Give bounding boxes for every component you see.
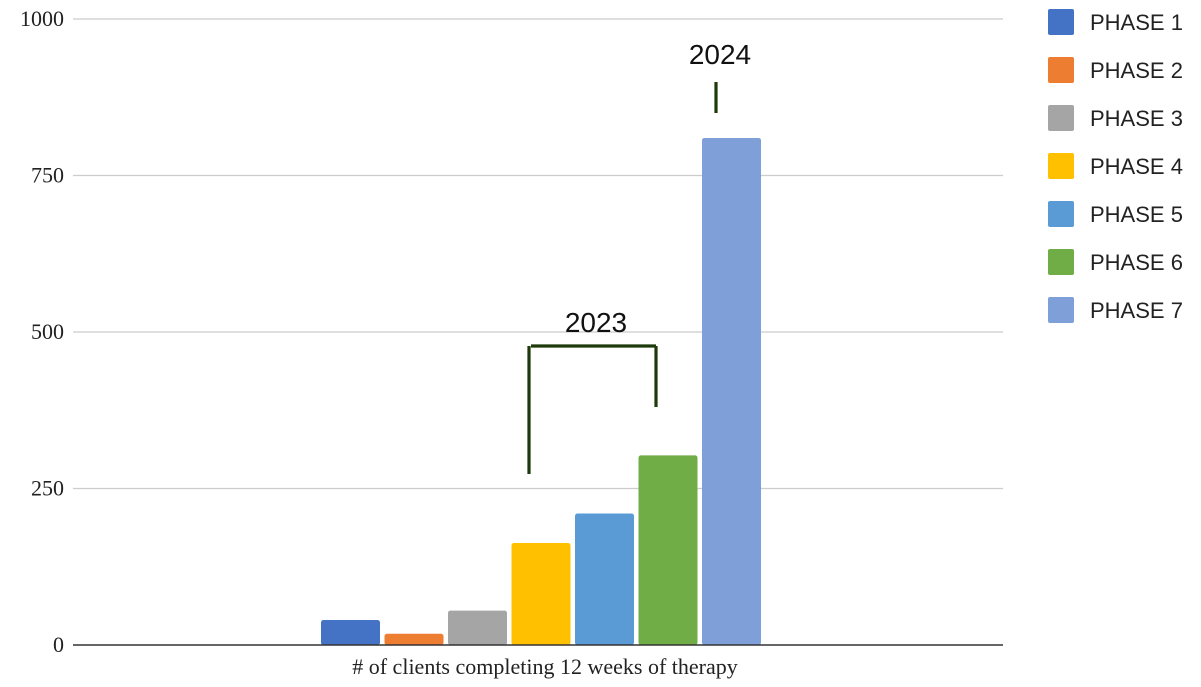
legend: PHASE 1 PHASE 2 PHASE 3 PHASE 4 PHASE 5 PHASE… [1048,9,1183,323]
y-tick-label: 0 [53,632,64,657]
legend-label: PHASE 2 [1090,58,1183,83]
bar-phase-3 [448,610,507,645]
bar-phase-5 [575,513,634,645]
x-axis-label: # of clients completing 12 weeks of ther… [352,654,738,679]
annotation-2024: 2024 [689,39,751,70]
y-tick-label: 1000 [20,6,64,31]
y-tick-label: 500 [31,319,64,344]
bar-phase-1 [321,619,380,645]
bar-phase-6 [638,455,698,645]
bar-phase-2 [384,633,444,645]
legend-label: PHASE 1 [1090,10,1183,35]
bracket-2023 [527,344,658,474]
y-tick-label: 750 [31,163,64,188]
annotation-2023: 2023 [565,307,627,338]
legend-label: PHASE 6 [1090,250,1183,275]
legend-swatch [1048,153,1074,179]
bar-phase-4 [511,542,571,645]
legend-label: PHASE 4 [1090,154,1183,179]
y-tick-label: 250 [31,476,64,501]
legend-label: PHASE 5 [1090,202,1183,227]
legend-swatch [1048,9,1074,35]
legend-swatch [1048,57,1074,83]
grid-layer [73,18,1003,490]
legend-swatch [1048,297,1074,323]
legend-swatch [1048,105,1074,131]
legend-label: PHASE 7 [1090,298,1183,323]
bar-layer [321,137,761,645]
legend-swatch [1048,249,1074,275]
annotation-layer: 2023 2024 [527,39,751,474]
legend-label: PHASE 3 [1090,106,1183,131]
axis-layer: # of clients completing 12 weeks of ther… [20,6,1003,679]
bar-phase-7 [702,137,761,645]
legend-swatch [1048,201,1074,227]
